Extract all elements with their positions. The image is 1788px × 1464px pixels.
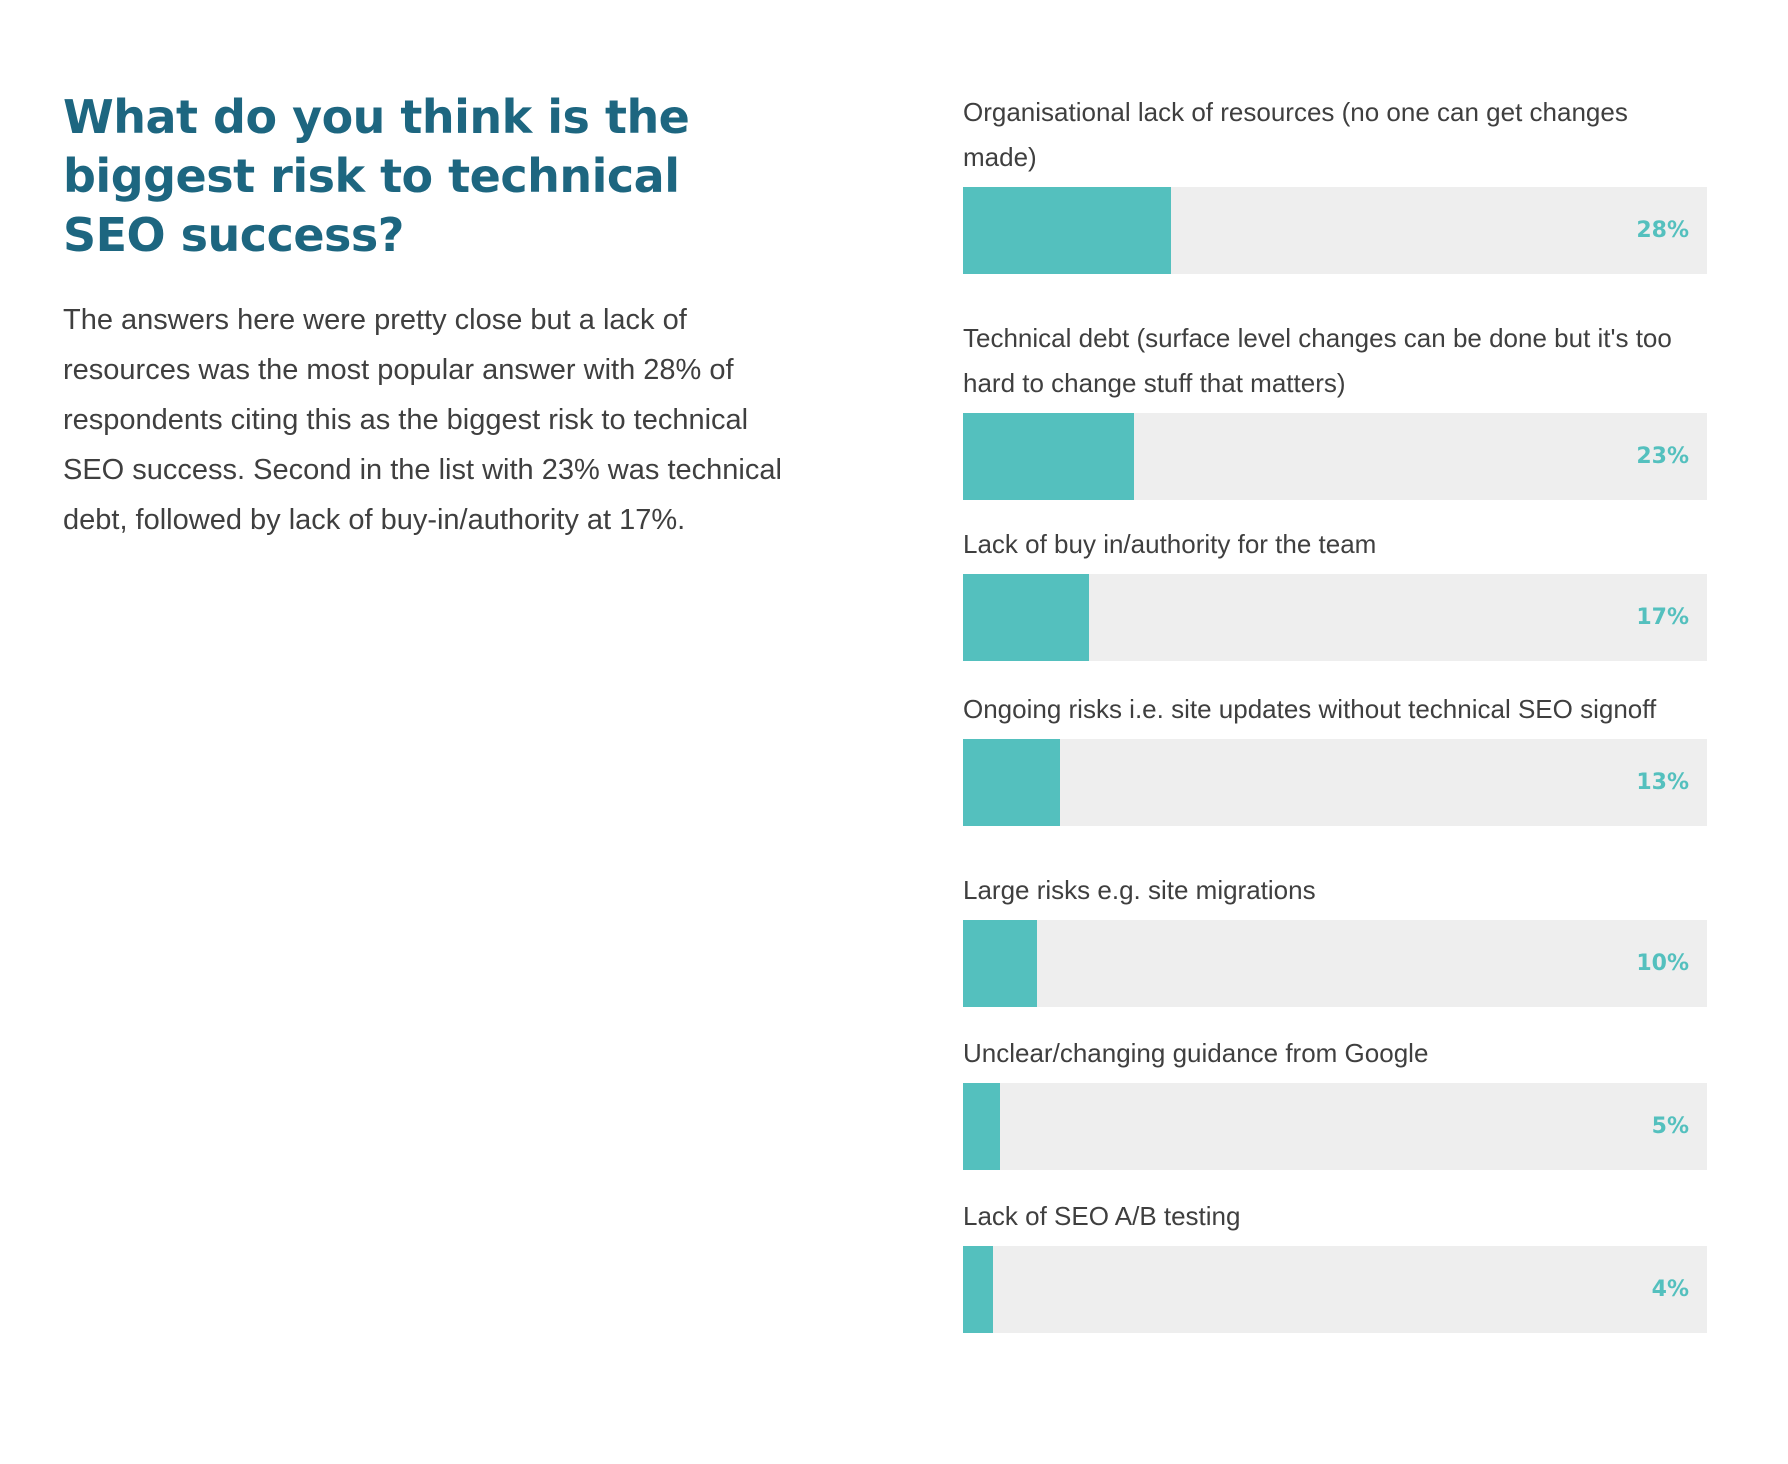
bar — [963, 739, 1060, 826]
chart-item: Lack of SEO A/B testing 4% — [963, 1194, 1707, 1333]
intro-section: What do you think is the biggest risk to… — [63, 88, 793, 545]
bar-label: Lack of SEO A/B testing — [963, 1201, 1241, 1231]
bar-track: 5% — [963, 1083, 1707, 1170]
bar-track: 17% — [963, 574, 1707, 661]
bar-track: 13% — [963, 739, 1707, 826]
bar-label: Technical debt (surface level changes ca… — [963, 323, 1672, 398]
bar-track: 28% — [963, 187, 1707, 274]
bar-label: Organisational lack of resources (no one… — [963, 97, 1628, 172]
bar-track: 10% — [963, 920, 1707, 1007]
bar-label: Unclear/changing guidance from Google — [963, 1038, 1429, 1068]
chart-item: Large risks e.g. site migrations 10% — [963, 868, 1707, 1007]
bar-track: 4% — [963, 1246, 1707, 1333]
bar-value-label: 13% — [1636, 770, 1689, 795]
bar — [963, 413, 1135, 500]
risk-bar-chart: Organisational lack of resources (no one… — [963, 90, 1707, 1333]
bar-label: Large risks e.g. site migrations — [963, 875, 1316, 905]
bar-value-label: 28% — [1636, 218, 1689, 243]
bar-track: 23% — [963, 413, 1707, 500]
chart-item: Ongoing risks i.e. site updates without … — [963, 687, 1707, 826]
bar-value-label: 17% — [1636, 605, 1689, 630]
chart-item: Technical debt (surface level changes ca… — [963, 316, 1707, 500]
chart-item: Unclear/changing guidance from Google 5% — [963, 1031, 1707, 1170]
page-title: What do you think is the biggest risk to… — [63, 90, 690, 262]
bar-value-label: 10% — [1636, 951, 1689, 976]
intro-paragraph: The answers here were pretty close but a… — [63, 304, 782, 536]
chart-item: Organisational lack of resources (no one… — [963, 90, 1707, 274]
bar-value-label: 5% — [1651, 1114, 1689, 1139]
bar — [963, 1246, 993, 1333]
bar — [963, 920, 1038, 1007]
bar-value-label: 23% — [1636, 444, 1689, 469]
bar — [963, 187, 1172, 274]
bar — [963, 1083, 1001, 1170]
bar — [963, 574, 1090, 661]
bar-label: Ongoing risks i.e. site updates without … — [963, 694, 1657, 724]
bar-label: Lack of buy in/authority for the team — [963, 529, 1377, 559]
bar-value-label: 4% — [1651, 1277, 1689, 1302]
chart-item: Lack of buy in/authority for the team 17% — [963, 522, 1707, 661]
